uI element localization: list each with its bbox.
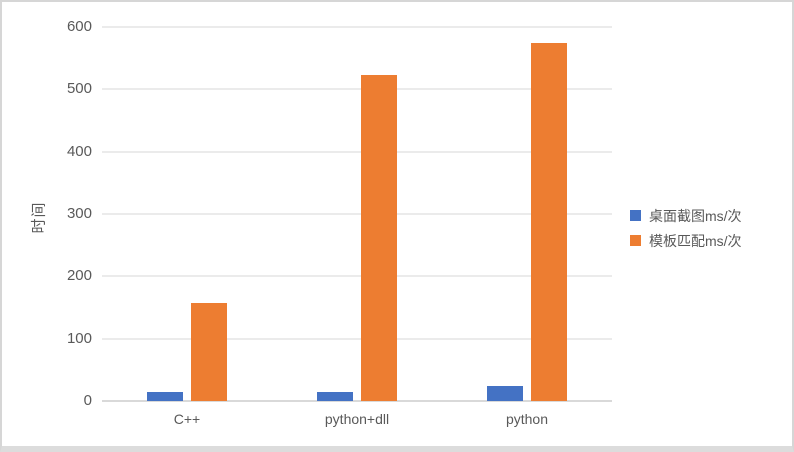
y-tick-label: 300 — [66, 205, 92, 222]
bar-python+dll-template-match — [361, 74, 397, 401]
y-tick-label: 0 — [83, 392, 92, 409]
y-tick-label: 600 — [66, 18, 92, 35]
gridline — [102, 213, 612, 215]
x-axis-line — [102, 400, 612, 402]
x-category-label: C++ — [173, 411, 201, 427]
gridline — [102, 337, 612, 340]
plot-area: 0 100 200 300 400 500 600 C++ python+dll python — [2, 2, 792, 446]
gridline — [102, 275, 612, 278]
gridline — [102, 26, 612, 28]
y-tick-label: 400 — [66, 142, 92, 160]
legend-item: 桌面截图ms/次 — [630, 203, 742, 228]
gridline — [102, 150, 612, 153]
y-tick-label: 500 — [66, 80, 92, 98]
legend-label: 桌面截图ms/次 — [649, 207, 742, 224]
legend-swatch-icon — [630, 210, 641, 221]
y-axis-title: 时间 — [30, 201, 48, 234]
x-category-label: python+dll — [324, 411, 390, 427]
bar-C++-screenshot — [147, 391, 183, 401]
legend-label: 模板匹配ms/次 — [649, 232, 742, 249]
legend: 桌面截图ms/次 模板匹配ms/次 — [630, 203, 742, 253]
bar-python+dll-screenshot — [317, 391, 353, 401]
legend-item: 模板匹配ms/次 — [630, 228, 742, 253]
bar-python-screenshot — [487, 386, 523, 401]
gridline — [102, 88, 612, 91]
x-category-label: python — [505, 411, 549, 427]
y-tick-label: 200 — [66, 267, 92, 285]
bar-C++-template-match — [191, 303, 227, 401]
bar-python-template-match — [531, 43, 567, 401]
legend-swatch-icon — [630, 235, 641, 246]
y-tick-label: 100 — [66, 329, 92, 347]
